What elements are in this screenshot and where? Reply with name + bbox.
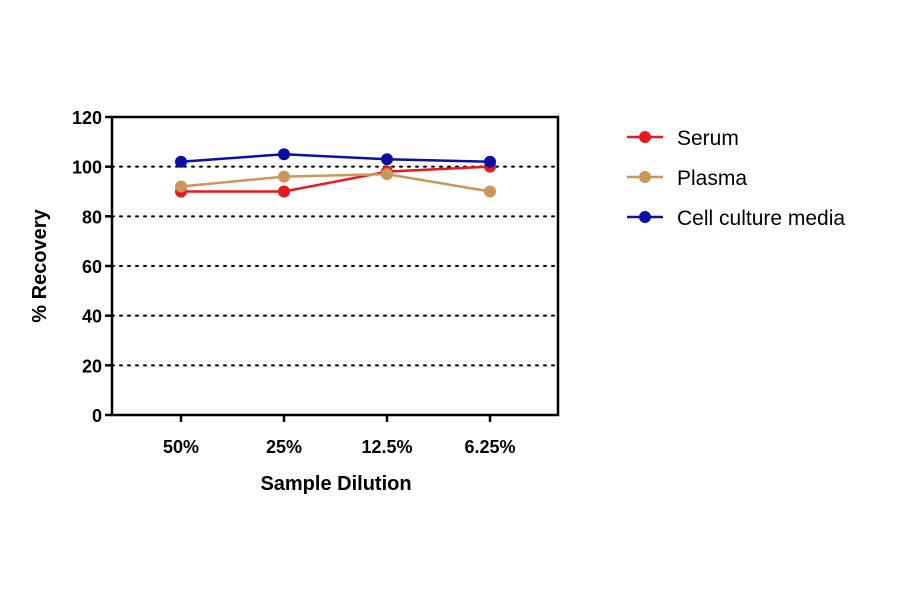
data-point: [484, 155, 496, 168]
data-point: [381, 153, 393, 166]
series-line: [180, 152, 491, 163]
y-tick-label: 20: [82, 356, 102, 376]
y-tick-label: 100: [72, 158, 102, 178]
data-point: [175, 180, 187, 193]
y-tick-label: 60: [82, 257, 102, 277]
x-axis-label: Sample Dilution: [260, 473, 411, 495]
y-tick-label: 0: [92, 406, 102, 426]
legend-marker: [639, 171, 651, 183]
legend-label: Plasma: [677, 167, 747, 190]
data-point: [175, 155, 187, 168]
data-point: [381, 168, 393, 181]
y-axis-label: % Recovery: [29, 208, 51, 322]
legend-label: Cell culture media: [677, 207, 845, 230]
data-point: [278, 185, 290, 198]
x-tick-label: 25%: [266, 437, 302, 457]
legend-marker: [639, 211, 651, 223]
data-point: [484, 185, 496, 198]
data-point: [278, 148, 290, 161]
x-tick-label: 12.5%: [361, 437, 412, 457]
y-tick-label: 80: [82, 207, 102, 227]
y-tick-label: 120: [72, 108, 102, 128]
x-tick-label: 50%: [163, 437, 199, 457]
y-tick-label: 40: [82, 307, 102, 327]
x-tick-label: 6.25%: [464, 437, 515, 457]
plot-frame: [110, 115, 560, 417]
legend-label: Serum: [677, 127, 739, 150]
data-point: [278, 170, 290, 183]
legend-marker: [639, 131, 651, 143]
series-line: [180, 172, 491, 193]
series-line: [181, 165, 491, 193]
